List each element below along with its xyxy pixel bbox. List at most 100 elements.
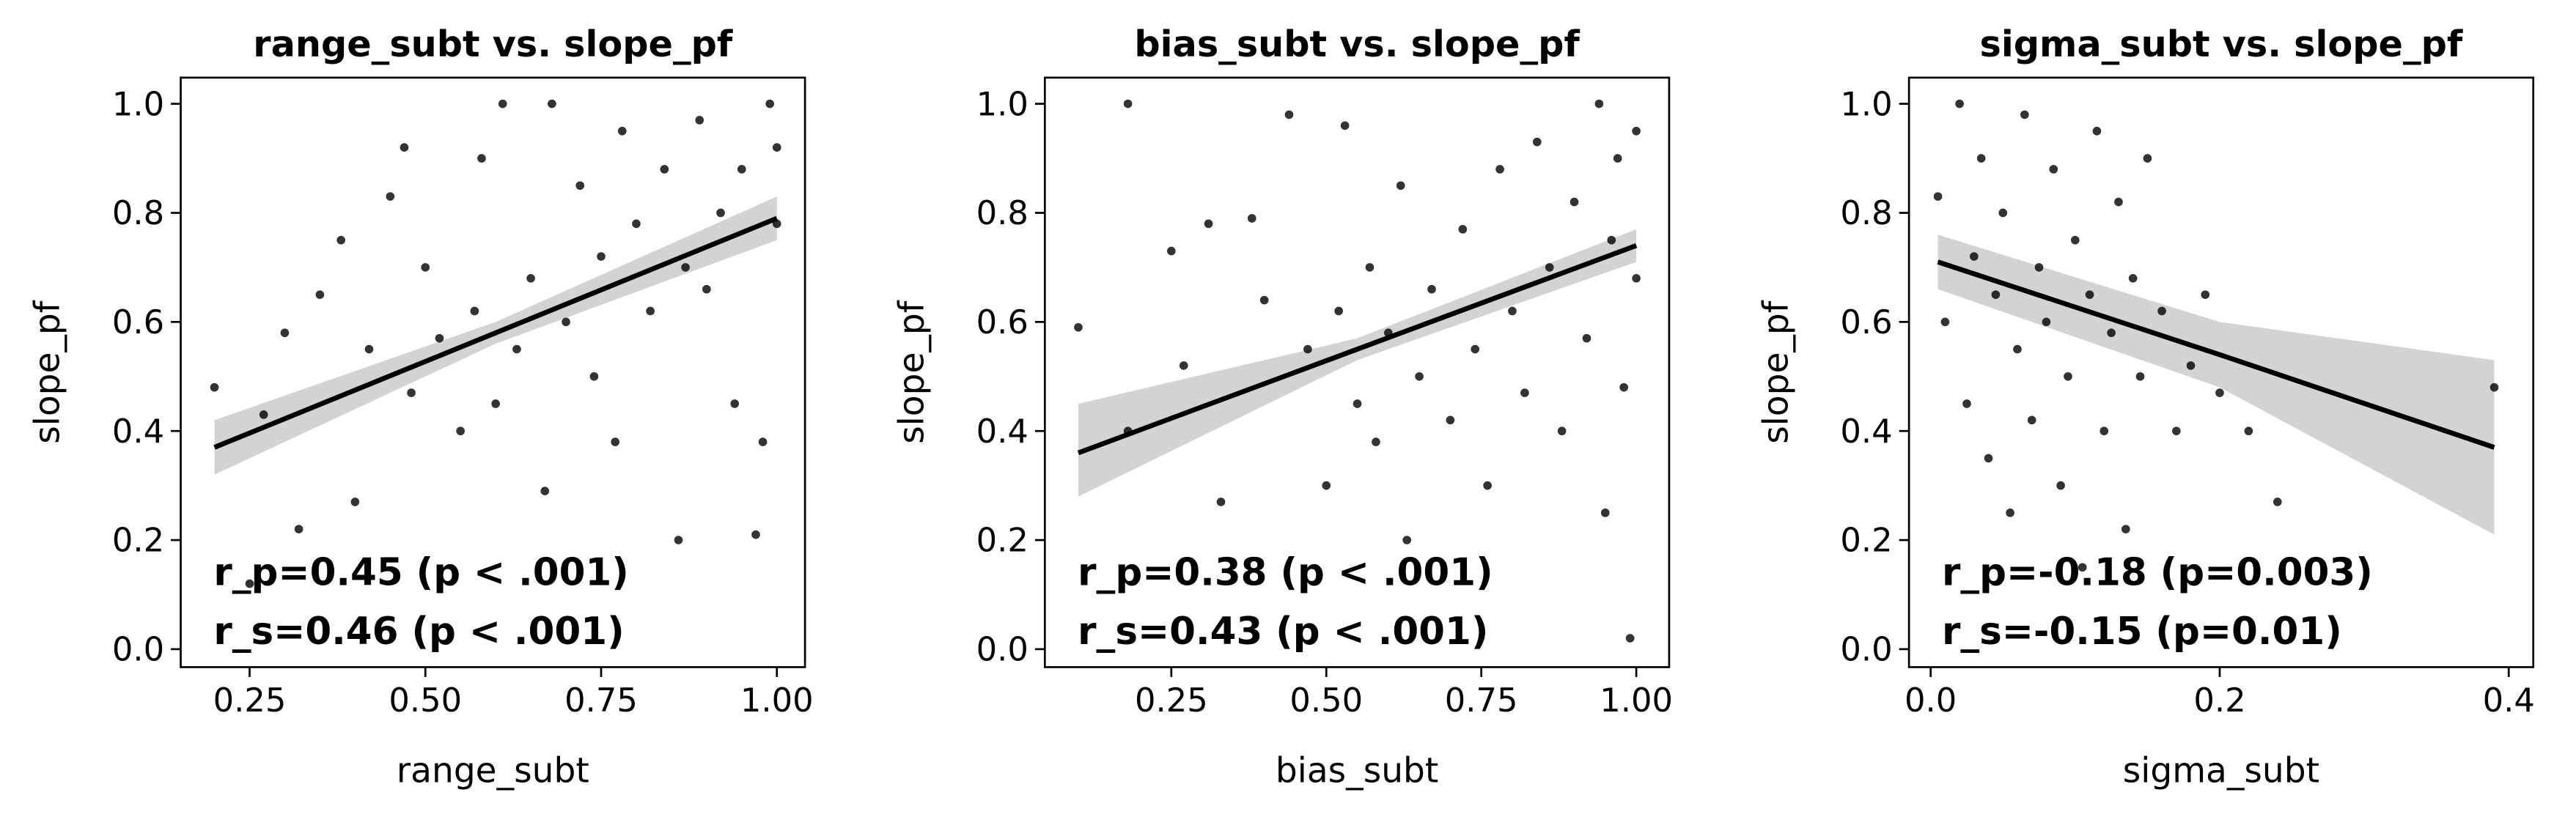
scatter-point [2100,426,2109,436]
scatter-point [548,99,556,108]
annotation: r_p=0.38 (p < .001) [1078,550,1493,594]
y-tick-label: 0.0 [976,630,1028,669]
scatter-point [1247,214,1256,223]
scatter-point [1402,536,1412,544]
scatter-point [1458,225,1468,234]
y-tick-label: 0.8 [1840,193,1892,232]
x-axis-label: range_subt [397,750,589,791]
scatter-point [1372,437,1380,446]
scatter-point [1483,481,1492,490]
scatter-point [2157,306,2166,316]
scatter-point [1600,509,1610,517]
scatter-point [1582,333,1591,343]
scatter-point [1991,290,2001,299]
scatter-point [2244,426,2253,436]
scatter-point [245,579,254,588]
x-tick-label: 0.75 [1445,681,1518,720]
scatter-point [1415,371,1424,381]
scatter-point [364,344,374,354]
scatter-point [491,399,500,408]
x-axis-label: bias_subt [1276,750,1438,791]
axes-frame [1043,76,1671,668]
scatter-point [1955,99,1964,108]
scatter-point [1940,317,1950,327]
scatter-point [400,143,409,152]
scatter-point [1607,235,1616,245]
y-tick-label: 0.6 [112,303,164,341]
scatter-point [315,290,325,299]
x-tick-label: 0.2 [2193,681,2245,720]
y-tick-label: 1.0 [976,84,1028,123]
scatter-point [1396,181,1405,191]
scatter-point [2034,263,2044,272]
axes-frame [1907,76,2535,668]
scatter-point [421,263,430,272]
scatter-point [1446,415,1455,425]
scatter-point [350,498,360,506]
scatter-point [1557,426,1567,436]
scatter-point [540,487,550,495]
scatter-point [1619,382,1629,392]
scatter-point [2143,154,2152,163]
scatter-point [2049,165,2058,174]
scatter-point [2070,235,2080,245]
y-tick-label: 0.2 [112,521,164,560]
panel: 0.0 0.2 0.4 0.0 0.2 0.4 0.6 0.8 1.0 sigma_subt vs… [1756,23,2535,791]
scatter-point [1632,127,1641,136]
annotation: r_s=0.43 (p < .001) [1078,610,1488,654]
scatter-point [716,208,725,218]
scatter-point [2006,509,2014,517]
y-axis-label: slope_pf [891,300,932,444]
scatter-point [1508,306,1517,316]
scatter-point [2489,382,2499,392]
scatter-point [2020,110,2029,119]
scatter-point [435,333,444,343]
scatter-point [611,437,620,446]
scatter-point [2078,563,2087,572]
y-tick-label: 0.8 [976,193,1028,232]
x-tick-label: 1.00 [740,681,814,720]
scatter-point [2064,371,2072,381]
scatter-point [2027,415,2036,425]
scatter-point [1495,165,1504,174]
scatter-point [674,536,683,544]
scatter-point [1322,481,1331,490]
confidence-band [1937,234,2495,535]
scatter-point [2085,290,2094,299]
chart-title: bias_subt vs. slope_pf [1134,23,1580,65]
y-tick-label: 1.0 [1840,84,1892,123]
scatter-point [470,306,479,316]
y-tick-label: 0.4 [112,412,164,451]
regression-line [213,215,779,450]
y-tick-label: 1.0 [112,84,164,123]
x-tick-label: 0.25 [213,681,287,720]
scatter-point [1545,263,1554,272]
scatter-point [1216,498,1226,506]
annotation: r_s=-0.15 (p=0.01) [1942,610,2342,654]
scatter-point [597,252,606,261]
scatter-point [1284,110,1294,119]
x-tick-label: 0.4 [2483,681,2535,720]
scatter-point [456,426,465,436]
scatter-point [575,181,585,191]
scatter-point [1613,154,1622,163]
scatter-point [280,328,290,338]
panel: 0.25 0.50 0.75 1.00 0.0 0.2 0.4 0.6 0.8 1.0 range_… [28,23,814,791]
scatter-point [1569,197,1579,207]
x-axis-label: sigma_subt [2123,750,2319,791]
x-tick-label: 0.25 [1135,681,1208,720]
scatter-point [2135,371,2145,381]
scatter-point [512,344,521,354]
scatter-point [2042,317,2051,327]
scatter-point [765,99,775,108]
scatter-point [1520,388,1529,397]
x-tick-label: 0.75 [564,681,638,720]
scatter-point [1334,306,1344,316]
scatter-point [660,165,669,174]
scatter-point [562,317,570,327]
annotation: r_p=0.45 (p < .001) [213,550,629,594]
y-tick-label: 0.0 [112,630,164,669]
scatter-point [737,165,746,174]
y-tick-label: 0.6 [1840,303,1892,341]
scatter-point [702,284,711,294]
